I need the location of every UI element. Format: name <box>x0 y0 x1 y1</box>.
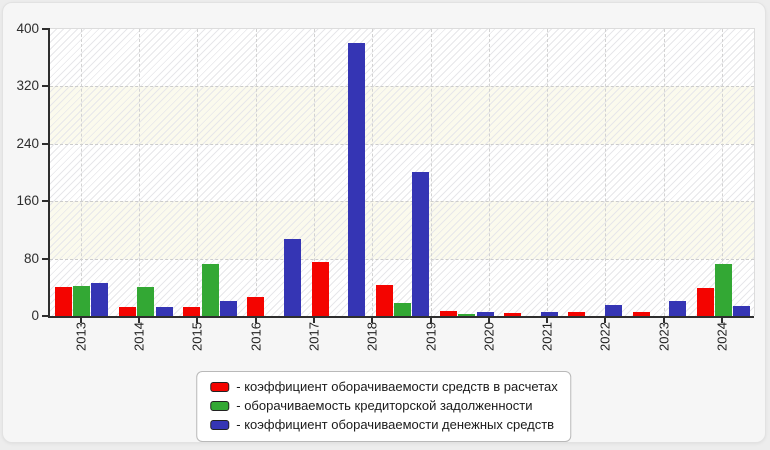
bar-series1-group3 <box>183 307 201 316</box>
chart-legend: - коэффициент оборачиваемости средств в … <box>196 371 572 442</box>
x-axis-label-2022: 2022 <box>597 322 613 351</box>
y-axis-line <box>48 28 50 318</box>
y-axis-label-160: 160 <box>16 193 39 209</box>
bar-series2-group11 <box>715 264 733 316</box>
bar-series1-group4 <box>247 297 265 316</box>
y-tick-400 <box>42 28 48 30</box>
gridline-y-80 <box>50 258 754 260</box>
legend-label-1: - коэффициент оборачиваемости средств в … <box>236 379 558 394</box>
gridline-x-2013 <box>80 29 82 316</box>
bar-series1-group5 <box>311 262 329 316</box>
x-tick-2017 <box>312 318 315 323</box>
bar-series1-group11 <box>696 288 714 316</box>
x-axis-label-2015: 2015 <box>189 322 205 351</box>
bar-series3-group4 <box>284 239 301 316</box>
y-tick-320 <box>42 85 48 88</box>
legend-label-3: - коэффициент оборачиваемости денежных с… <box>236 417 555 432</box>
legend-item-3: - коэффициент оборачиваемости денежных с… <box>210 417 557 433</box>
gridline-x-2018 <box>372 29 374 316</box>
bar-series3-group6 <box>412 172 430 316</box>
gridline-x-2019 <box>430 29 432 316</box>
gridline-x-2022 <box>605 29 607 316</box>
x-tick-2019 <box>429 318 432 323</box>
gridline-x-2020 <box>488 29 490 316</box>
bar-series1-group10 <box>632 312 650 316</box>
plot-hatch-pattern <box>50 29 754 316</box>
y-tick-160 <box>42 200 48 203</box>
legend-item-2: - оборачиваемость кредиторской задолженн… <box>210 398 557 414</box>
gridline-x-2015 <box>197 29 199 316</box>
x-axis-label-2021: 2021 <box>539 322 555 351</box>
bar-series3-group10 <box>669 301 687 316</box>
y-axis-label-240: 240 <box>16 135 39 151</box>
bar-series2-group1 <box>73 286 91 316</box>
gridline-y-240 <box>50 143 754 145</box>
legend-swatch-red <box>210 382 230 392</box>
bar-series3-group8 <box>540 312 558 316</box>
bar-series1-group8 <box>504 313 522 316</box>
plot-area: 0 80 160 240 320 400 2013 2014 2015 2016 2017 2018 2… <box>16 21 755 351</box>
gridline-x-2017 <box>313 29 315 316</box>
y-axis-label-80: 80 <box>23 250 39 266</box>
gridline-x-2023 <box>663 29 665 316</box>
x-axis-label-2019: 2019 <box>423 322 438 351</box>
x-tick-2021 <box>546 318 549 323</box>
x-axis-label-2023: 2023 <box>656 322 672 351</box>
x-tick-2020 <box>487 318 490 323</box>
y-axis-label-320: 320 <box>16 78 39 94</box>
x-axis-label-2020: 2020 <box>481 322 497 351</box>
x-tick-2016 <box>254 318 257 323</box>
x-axis-label-2017: 2017 <box>306 322 322 351</box>
x-axis-line <box>48 316 754 318</box>
legend-item-1: - коэффициент оборачиваемости средств в … <box>210 379 558 395</box>
x-tick-2014 <box>138 318 140 323</box>
gridline-y-320 <box>50 86 754 88</box>
legend-swatch-blue <box>210 420 230 430</box>
bar-series1-group6 <box>375 285 393 316</box>
legend-label-2: - оборачиваемость кредиторской задолженн… <box>236 398 533 413</box>
x-tick-2015 <box>196 318 199 323</box>
bar-series3-group9 <box>605 305 622 316</box>
x-tick-2018 <box>371 318 374 323</box>
gridline-x-2014 <box>139 29 140 316</box>
gridline-x-2021 <box>547 29 549 316</box>
bar-series2-group3 <box>201 264 219 316</box>
y-axis-label-0: 0 <box>31 308 39 323</box>
chart-panel: 0 80 160 240 320 400 2013 2014 2015 2016 2017 2018 2… <box>2 2 766 443</box>
bar-series3-group5 <box>348 43 366 316</box>
x-tick-2022 <box>604 318 607 323</box>
x-tick-2023 <box>662 318 665 323</box>
bar-series1-group7 <box>440 311 457 316</box>
x-axis-label-2013: 2013 <box>73 322 89 351</box>
bar-series1-group9 <box>568 312 586 316</box>
bar-series2-group6 <box>394 303 412 316</box>
bar-series3-group2 <box>155 307 173 316</box>
legend-swatch-green <box>210 401 230 411</box>
y-axis-label-400: 400 <box>16 21 39 36</box>
gridline-x-2016 <box>255 29 257 316</box>
y-tick-0 <box>42 315 48 317</box>
gridline-x-2024 <box>722 29 723 316</box>
bar-series3-group11 <box>733 306 751 316</box>
y-tick-80 <box>42 257 48 260</box>
x-tick-2024 <box>721 318 723 323</box>
bar-series3-group1 <box>91 283 109 316</box>
bar-series3-group3 <box>219 301 237 316</box>
gridline-y-160 <box>50 201 754 203</box>
x-tick-2013 <box>79 318 82 323</box>
bar-series1-group2 <box>119 307 136 316</box>
bar-series1-group1 <box>54 287 72 316</box>
x-axis-label-2024: 2024 <box>714 322 730 351</box>
bar-series2-group7 <box>458 314 476 316</box>
y-tick-240 <box>42 142 48 145</box>
bar-series2-group2 <box>137 287 155 316</box>
x-axis-label-2018: 2018 <box>364 322 380 351</box>
x-axis-label-2014: 2014 <box>131 322 147 351</box>
x-axis-label-2016: 2016 <box>248 322 264 351</box>
bar-series3-group7 <box>476 312 494 316</box>
